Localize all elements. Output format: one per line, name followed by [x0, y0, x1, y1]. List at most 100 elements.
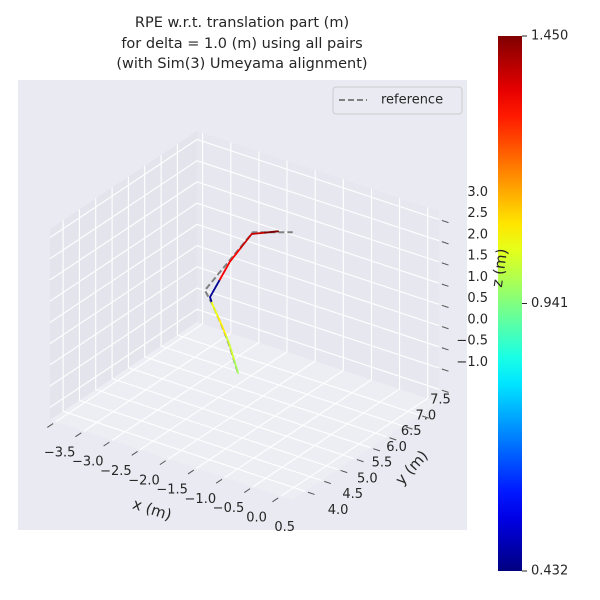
z-tick-mark — [441, 368, 449, 372]
legend-box — [332, 86, 463, 115]
grid-line — [49, 308, 440, 408]
grid-line — [144, 165, 387, 438]
trajectory-segment — [210, 300, 219, 317]
left-pane — [50, 131, 197, 420]
trajectory-segment — [224, 334, 235, 361]
z-tick-mark — [441, 219, 449, 224]
trajectory-segment — [232, 358, 240, 374]
z-tick-mark — [441, 304, 449, 308]
z-tick-label: 0.5 — [467, 291, 488, 306]
grid-line — [78, 209, 322, 481]
z-tick-label: 1.5 — [467, 249, 488, 264]
z-tick-mark — [441, 241, 449, 245]
grid-line — [55, 132, 204, 423]
trajectory-segment — [263, 230, 280, 234]
grid-line — [49, 223, 440, 323]
z-tick-mark — [441, 347, 449, 351]
grid-line — [252, 198, 401, 488]
grid-line — [49, 266, 440, 366]
grid-line — [111, 187, 355, 460]
x-tick-mark — [272, 497, 279, 503]
y-tick-label: 6.5 — [401, 424, 422, 439]
grid-line — [49, 160, 440, 260]
colorbar-tick-label: 1.450 — [531, 29, 568, 44]
y-tick-label: 4.5 — [342, 487, 363, 502]
chart-title: RPE w.r.t. translation part (m) — [135, 15, 349, 31]
axes-3d: −3.5−3.0−2.5−2.0−1.5−1.0−0.50.00.54.04.5… — [44, 131, 488, 535]
y-tick-label: 5.5 — [372, 456, 393, 471]
legend-label: reference — [381, 93, 443, 108]
grid-line — [195, 179, 344, 469]
colorbar: 0.432 0.941 1.450 — [498, 29, 568, 579]
z-tick-label: 2.0 — [467, 227, 488, 242]
grid-line — [167, 170, 316, 460]
y-tick-mark — [373, 448, 381, 452]
y-tick-mark — [340, 469, 348, 474]
grid-line — [49, 138, 440, 238]
grid-line — [49, 181, 440, 281]
x-tick-mark — [159, 460, 166, 466]
x-tick-mark — [75, 432, 82, 438]
x-tick-mark — [187, 469, 195, 475]
grid-line — [49, 202, 440, 302]
y-tick-label: 7.5 — [430, 393, 451, 408]
y-tick-mark — [422, 415, 430, 419]
x-tick-label: −2.5 — [100, 464, 132, 479]
trajectory-segment — [216, 314, 227, 337]
grid-line — [139, 160, 288, 451]
grid-line — [127, 176, 371, 449]
grid-line — [62, 220, 306, 492]
x-tick-label: 0.0 — [246, 510, 267, 525]
grid-line — [49, 287, 440, 387]
grid-line — [49, 244, 440, 345]
z-tick-label: 3.0 — [467, 185, 488, 200]
grid-line — [176, 144, 420, 416]
y-tick-label: 7.0 — [415, 408, 436, 423]
grid-line — [224, 188, 373, 479]
x-tick-label: −2.0 — [128, 473, 160, 488]
colorbar-scale — [498, 36, 522, 571]
x-tick-mark — [47, 423, 54, 428]
trajectory-segment — [209, 278, 221, 303]
y-tick-label: 4.0 — [328, 503, 349, 518]
z-tick-label: −1.0 — [456, 355, 488, 370]
z-tick-label: 0.0 — [467, 312, 488, 327]
y-tick-mark — [405, 426, 413, 430]
x-tick-mark — [244, 488, 251, 493]
y-tick-mark — [307, 491, 315, 495]
trajectory-segment — [239, 231, 266, 249]
grid-line — [111, 151, 260, 441]
x-tick-mark — [131, 451, 138, 456]
colorbar-tick-label: 0.941 — [531, 296, 568, 311]
z-tick-mark — [441, 389, 449, 393]
back-pane — [197, 131, 439, 402]
chart-title: for delta = 1.0 (m) using all pairs — [121, 36, 362, 52]
x-tick-label: −1.5 — [156, 483, 188, 498]
chart-title: (with Sim(3) Umeyama alignment) — [116, 56, 367, 72]
y-tick-mark — [389, 437, 397, 441]
grid-line — [83, 142, 232, 432]
z-tick-label: 2.5 — [467, 206, 488, 221]
x-tick-label: −1.0 — [185, 492, 217, 507]
x-tick-label: −3.0 — [72, 455, 104, 470]
colorbar-tick-label: 0.432 — [531, 564, 568, 579]
z-axis-label: z (m) — [488, 247, 511, 288]
z-tick-label: 1.0 — [467, 270, 488, 285]
x-tick-label: −0.5 — [213, 501, 245, 516]
y-tick-mark — [324, 480, 332, 485]
grid-line — [280, 207, 429, 497]
grid-line — [160, 155, 404, 427]
z-tick-mark — [441, 262, 449, 266]
z-tick-mark — [441, 283, 449, 287]
x-tick-mark — [103, 441, 110, 447]
trajectory-segment — [218, 247, 242, 281]
z-tick-mark — [441, 326, 449, 330]
x-tick-label: 0.5 — [274, 520, 295, 535]
y-tick-mark — [356, 459, 364, 463]
x-tick-mark — [215, 478, 223, 484]
grid-line — [95, 198, 338, 471]
x-tick-label: −3.5 — [44, 445, 76, 460]
y-tick-label: 6.0 — [386, 440, 407, 455]
y-tick-label: 5.0 — [357, 471, 378, 486]
